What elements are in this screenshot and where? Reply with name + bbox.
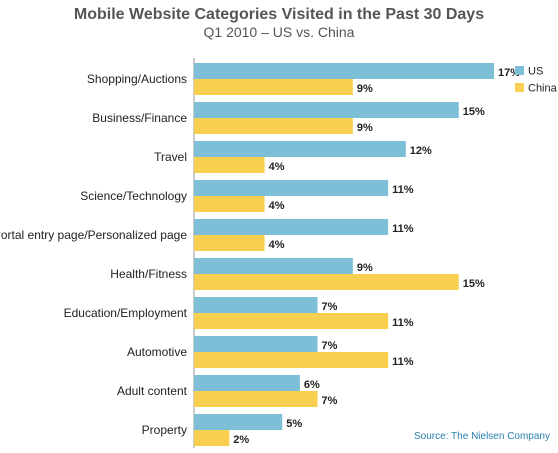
value-label: 7% bbox=[322, 301, 338, 313]
value-label: 11% bbox=[392, 184, 414, 196]
value-label: 4% bbox=[269, 200, 285, 212]
category-label: Health/Fitness bbox=[110, 267, 187, 281]
category-label: Property bbox=[142, 423, 187, 437]
category-label: Automotive bbox=[127, 345, 187, 359]
bar-china bbox=[194, 274, 459, 290]
value-label: 9% bbox=[357, 262, 373, 274]
category-label: Adult content bbox=[117, 384, 188, 398]
bar-us bbox=[194, 375, 300, 391]
value-label: 11% bbox=[392, 223, 414, 235]
value-label: 2% bbox=[233, 434, 249, 446]
value-label: 11% bbox=[392, 356, 414, 368]
category-label: Science/Technology bbox=[80, 189, 187, 203]
bar-china bbox=[194, 235, 265, 251]
legend-swatch-us bbox=[515, 66, 524, 75]
value-label: 4% bbox=[269, 239, 285, 251]
value-label: 11% bbox=[392, 317, 414, 329]
value-label: 6% bbox=[304, 379, 320, 391]
bar-china bbox=[194, 430, 230, 446]
bar-china bbox=[194, 157, 265, 173]
category-label: Business/Finance bbox=[92, 111, 187, 125]
value-label: 15% bbox=[463, 106, 485, 118]
category-label: Shopping/Auctions bbox=[87, 72, 187, 86]
value-label: 7% bbox=[322, 340, 338, 352]
source-note: Source: The Nielsen Company bbox=[414, 431, 550, 442]
value-label: 15% bbox=[463, 278, 485, 290]
legend-label-us: US bbox=[528, 66, 543, 78]
bar-us bbox=[194, 141, 406, 157]
bar-us bbox=[194, 297, 318, 313]
bar-us bbox=[194, 180, 389, 196]
bar-us bbox=[194, 336, 318, 352]
category-label: Education/Employment bbox=[64, 306, 188, 320]
bar-china bbox=[194, 196, 265, 212]
value-label: 4% bbox=[269, 161, 285, 173]
bar-china bbox=[194, 79, 353, 95]
bar-us bbox=[194, 102, 459, 118]
bar-us bbox=[194, 258, 353, 274]
bar-china bbox=[194, 118, 353, 134]
value-label: 9% bbox=[357, 83, 373, 95]
bar-china bbox=[194, 352, 389, 368]
bar-china bbox=[194, 313, 389, 329]
legend-swatch-china bbox=[515, 83, 524, 92]
category-label: Portal entry page/Personalized page bbox=[0, 228, 187, 242]
chart-subtitle: Q1 2010 – US vs. China bbox=[203, 24, 355, 40]
category-label: Travel bbox=[154, 150, 187, 164]
value-label: 17% bbox=[498, 67, 520, 79]
value-label: 5% bbox=[286, 418, 302, 430]
value-label: 7% bbox=[322, 395, 338, 407]
bar-us bbox=[194, 414, 283, 430]
legend-label-china: China bbox=[528, 83, 558, 95]
value-label: 9% bbox=[357, 122, 373, 134]
bar-china bbox=[194, 391, 318, 407]
value-label: 12% bbox=[410, 145, 432, 157]
bar-us bbox=[194, 219, 389, 235]
bar-us bbox=[194, 63, 495, 79]
chart-title: Mobile Website Categories Visited in the… bbox=[73, 6, 485, 23]
